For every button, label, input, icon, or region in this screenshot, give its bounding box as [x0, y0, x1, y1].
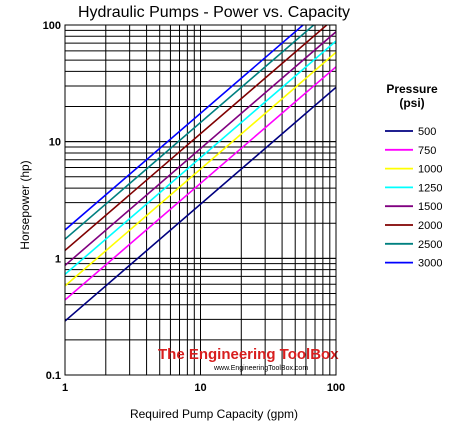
legend-label-1000: 1000 [418, 164, 442, 176]
chart-title: Hydraulic Pumps - Power vs. Capacity [78, 4, 350, 21]
watermark-url: www.EngineeringToolBox.com [213, 365, 308, 372]
series-lines [65, 25, 336, 322]
legend: Pressure(psi) 500 750 1000 1250 1500 2000 2500 3… [385, 82, 442, 270]
y-tick-label: 100 [43, 20, 61, 32]
legend-title: Pressure [386, 82, 438, 96]
series-line-1500 [65, 31, 336, 266]
series-line-750 [65, 66, 336, 301]
y-tick-label: 1 [55, 253, 61, 265]
legend-title: (psi) [399, 96, 424, 110]
x-tick-label: 1 [62, 382, 68, 394]
legend-label-500: 500 [418, 126, 436, 138]
legend-label-1250: 1250 [418, 182, 442, 194]
series-line-2000 [65, 25, 328, 251]
x-tick-label: 10 [194, 382, 206, 394]
grid [65, 25, 336, 375]
legend-label-2000: 2000 [418, 220, 442, 232]
y-tick-label: 10 [49, 137, 61, 149]
watermark-text: The Engineering ToolBox [158, 346, 339, 363]
legend-label-750: 750 [418, 145, 436, 157]
legend-label-1500: 1500 [418, 201, 442, 213]
series-line-1250 [65, 40, 336, 275]
series-line-3000 [65, 25, 305, 231]
y-tick-label: 0.1 [46, 370, 61, 382]
x-tick-label: 100 [327, 382, 345, 394]
y-axis-label: Horsepower (hp) [18, 160, 32, 249]
series-line-2500 [65, 25, 315, 240]
watermark: The Engineering ToolBox www.EngineeringT… [158, 346, 339, 372]
series-line-1000 [65, 51, 336, 287]
series-line-500 [65, 86, 336, 322]
legend-label-2500: 2500 [418, 239, 442, 251]
x-axis-label: Required Pump Capacity (gpm) [130, 407, 298, 421]
plot-frame [64, 24, 337, 376]
legend-label-3000: 3000 [418, 258, 442, 270]
